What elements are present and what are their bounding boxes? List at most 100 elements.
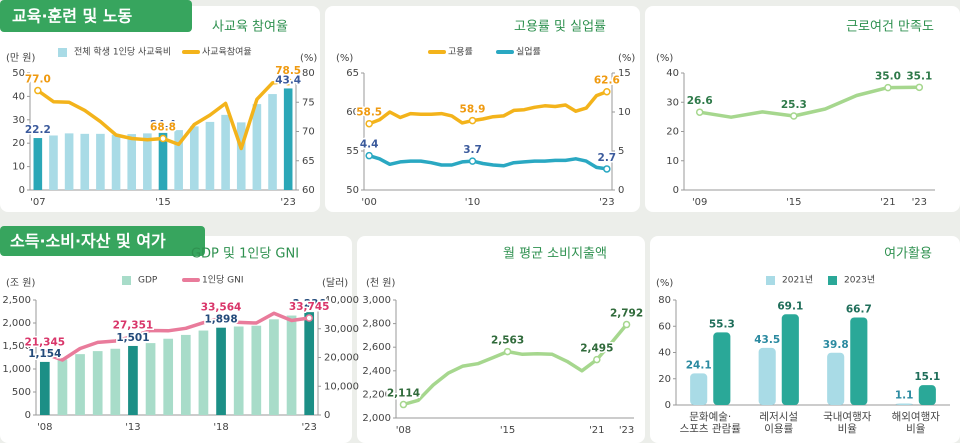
axis-unit: (%): [336, 53, 353, 64]
chart-title: 월 평균 소비지출액: [503, 247, 607, 262]
bar: [216, 327, 226, 415]
x-tick-label: '21: [589, 425, 604, 436]
x-tick-label: '23: [619, 425, 634, 436]
point: [790, 112, 798, 120]
legend-label: 실업률: [516, 47, 541, 58]
point: [41, 349, 49, 358]
bar: [690, 373, 708, 405]
bar: [286, 315, 297, 415]
point: [159, 134, 167, 143]
bar: [850, 317, 868, 405]
y-tick-label: 70: [302, 127, 315, 138]
y-tick-label: 2,000: [362, 413, 391, 424]
bar: [205, 121, 215, 190]
y-tick-label: 10,000: [324, 381, 359, 392]
legend-swatch: [828, 276, 837, 285]
bar: [145, 343, 156, 415]
chart-title: GDP 및 1인당 GNI: [191, 247, 299, 262]
legend-swatch: [766, 276, 775, 285]
y-tick-label: 5: [618, 146, 624, 157]
bar: [221, 114, 230, 190]
x-tick-label: '21: [880, 197, 895, 208]
bar: [96, 133, 105, 190]
data-label: 24.4: [150, 119, 176, 131]
y-tick-label: 55: [346, 146, 359, 157]
bar: [111, 134, 121, 190]
axis-unit: (달러): [322, 277, 348, 289]
y-tick-label: 60: [302, 185, 315, 196]
y-tick-label: 15: [618, 68, 631, 79]
point: [593, 355, 601, 364]
bar: [895, 403, 913, 405]
bar: [33, 138, 43, 190]
x-tick-label: '10: [465, 197, 480, 208]
data-label: 2,792: [610, 308, 643, 320]
bar: [236, 122, 246, 190]
y-tick-label: 2,200: [362, 389, 391, 400]
y-tick-label: 40: [666, 68, 679, 79]
point: [305, 314, 313, 322]
bar: [174, 130, 183, 190]
y-tick-label: 10: [666, 156, 679, 167]
x-tick-label: '23: [599, 197, 614, 208]
data-label: 2.7: [598, 152, 617, 164]
y-tick-label: 2,800: [362, 319, 391, 330]
data-label: 2,563: [491, 335, 524, 347]
data-label: 43.5: [754, 334, 780, 346]
bar: [233, 326, 244, 415]
bar: [92, 351, 103, 415]
legend-label: 고용률: [448, 47, 473, 58]
x-tick-label: '15: [786, 197, 801, 208]
data-label: 58.5: [356, 107, 382, 119]
point: [129, 332, 137, 341]
data-label: 25.3: [781, 99, 807, 111]
y-tick-label: 65: [346, 68, 359, 79]
bar: [198, 330, 209, 415]
data-label: 27,351: [113, 319, 154, 331]
x-tick-label: 스포츠 관람률: [680, 422, 742, 435]
y-tick-label: 0: [618, 185, 624, 196]
bar: [163, 338, 174, 415]
line: [367, 153, 609, 171]
point: [622, 320, 631, 329]
axis-unit: (%): [618, 53, 635, 64]
legend-swatch: [58, 48, 67, 57]
axis-unit: (조 원): [6, 277, 35, 289]
y-tick-label: 500: [12, 387, 31, 398]
legend-label: 사교육참여율: [202, 46, 252, 58]
bar: [758, 347, 776, 405]
point: [503, 347, 512, 356]
panel: [0, 236, 352, 443]
bar: [143, 133, 152, 190]
line: [401, 322, 629, 407]
y-tick-label: 20: [658, 374, 671, 385]
y-tick-label: 0: [665, 400, 671, 411]
bar: [57, 359, 68, 415]
data-label: 78.5: [275, 65, 301, 77]
point: [34, 86, 42, 95]
y-tick-label: 30: [12, 115, 25, 126]
data-label: 39.8: [823, 339, 849, 351]
y-tick-label: 10: [12, 162, 25, 173]
legend-label: 1인당 GNI: [202, 275, 244, 286]
y-tick-label: 20: [666, 127, 679, 138]
y-tick-label: 10: [618, 107, 631, 118]
y-tick-label: 50: [346, 185, 359, 196]
bar: [918, 385, 936, 405]
legend-swatch: [122, 276, 131, 285]
data-label: 68.8: [150, 122, 176, 134]
section-header: [0, 226, 205, 256]
x-tick-label: 레저시설: [759, 411, 798, 423]
x-tick-label: 해외여행자: [892, 410, 941, 423]
axis-unit: (%): [300, 53, 317, 64]
section-title: 소득·소비·자산 및 여가: [10, 232, 166, 251]
data-label: 1,154: [28, 348, 61, 360]
point: [468, 116, 477, 125]
data-label: 69.1: [777, 300, 803, 312]
data-label: 2,495: [580, 343, 613, 355]
x-tick-label: '15: [155, 197, 170, 208]
line: [367, 89, 609, 126]
bar: [781, 314, 799, 405]
y-tick-label: 65: [302, 156, 315, 167]
y-tick-label: 80: [302, 68, 315, 79]
